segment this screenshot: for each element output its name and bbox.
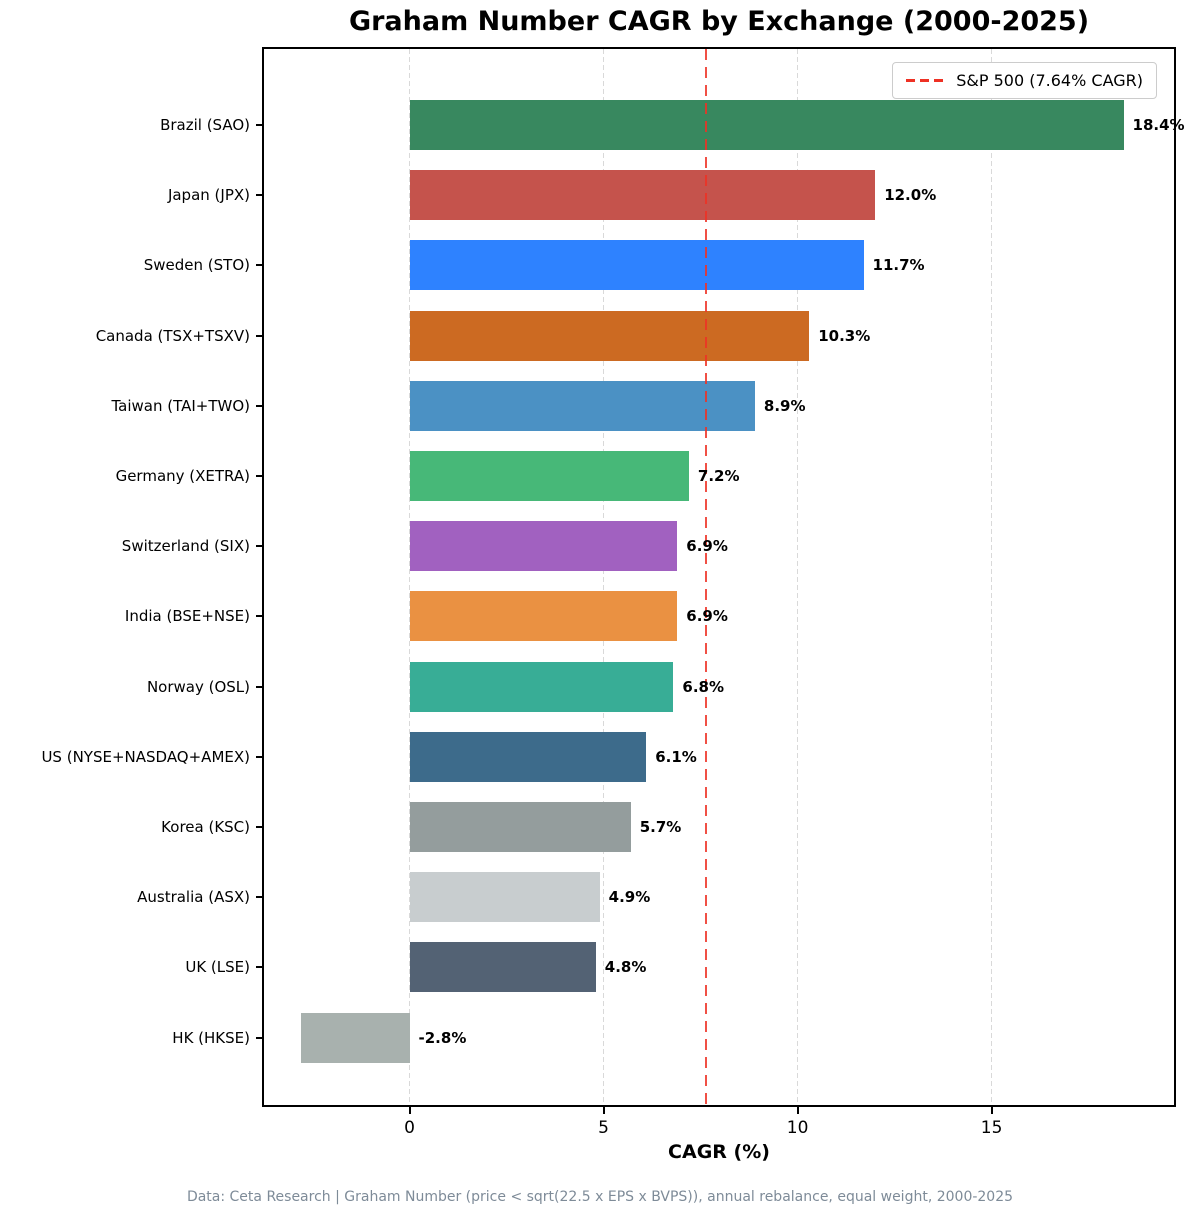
bar	[300, 1012, 410, 1063]
bar	[409, 942, 596, 993]
y-axis-label: Taiwan (TAI+TWO)	[111, 396, 250, 415]
y-axis-label: Germany (XETRA)	[115, 467, 250, 485]
gridline	[797, 49, 799, 1105]
x-tick-label: 10	[786, 1118, 809, 1138]
y-tick-mark	[256, 194, 264, 197]
y-axis-label: Brazil (SAO)	[160, 116, 250, 134]
bar-value-label: 5.7%	[639, 818, 682, 836]
bar	[409, 802, 631, 852]
chart-title: Graham Number CAGR by Exchange (2000-202…	[348, 6, 1090, 37]
y-axis-label: HK (HKSE)	[172, 1028, 250, 1047]
x-axis-title: CAGR (%)	[668, 1141, 770, 1163]
y-axis-label: Korea (KSC)	[161, 818, 250, 836]
y-tick-mark	[256, 755, 264, 758]
y-tick-mark	[256, 545, 264, 548]
gridline	[409, 49, 411, 1105]
y-axis-label: Australia (ASX)	[137, 888, 250, 907]
y-tick-mark	[256, 1036, 264, 1039]
bar-value-label: 18.4%	[1132, 116, 1185, 134]
y-tick-mark	[256, 124, 264, 126]
y-axis-label: Norway (OSL)	[146, 677, 250, 696]
bar	[409, 731, 647, 782]
y-axis-label: Sweden (STO)	[143, 256, 250, 275]
footnote: Data: Ceta Research | Graham Number (pri…	[186, 1189, 1014, 1205]
bar-value-label: 6.8%	[682, 677, 724, 696]
bar-value-label: 4.8%	[604, 958, 647, 977]
dashed-line-legend-swatch	[906, 79, 945, 82]
y-tick-mark	[256, 826, 264, 828]
bar	[409, 310, 810, 361]
y-tick-mark	[256, 615, 264, 618]
bar-value-label: 12.0%	[884, 186, 937, 205]
x-tick-mark	[990, 1107, 993, 1114]
bars-layer	[264, 49, 1174, 1105]
y-axis-label: Japan (JPX)	[167, 186, 250, 205]
x-tick-mark	[408, 1107, 411, 1114]
bar-value-label: 4.9%	[608, 888, 651, 907]
bar-value-label: 6.9%	[686, 607, 728, 626]
y-axis-label: UK (LSE)	[185, 958, 250, 977]
bar-value-label: 11.7%	[872, 256, 925, 275]
bar	[409, 872, 600, 923]
y-tick-mark	[256, 475, 264, 477]
bar	[409, 591, 678, 642]
y-tick-mark	[256, 404, 264, 407]
x-tick-label: 5	[598, 1118, 609, 1138]
y-axis-label: Switzerland (SIX)	[121, 537, 250, 556]
y-axis-label: US (NYSE+NASDAQ+AMEX)	[41, 747, 250, 766]
y-tick-mark	[256, 264, 264, 267]
bar-value-label: 7.2%	[697, 467, 740, 485]
x-tick-mark	[602, 1107, 605, 1114]
bar	[409, 521, 678, 572]
x-tick-mark	[796, 1107, 799, 1114]
y-tick-mark	[256, 685, 264, 688]
grid-layer	[264, 49, 1174, 1105]
x-tick-label: 15	[980, 1118, 1003, 1138]
y-tick-mark	[256, 334, 264, 337]
bar	[409, 661, 674, 712]
y-axis-label: India (BSE+NSE)	[124, 607, 250, 626]
sp500-reference-line	[704, 49, 708, 1105]
legend-label: S&P 500 (7.64% CAGR)	[956, 71, 1143, 90]
gridline	[603, 49, 605, 1105]
bar-value-label: -2.8%	[418, 1028, 467, 1047]
bar-value-label: 10.3%	[818, 326, 871, 345]
gridline	[991, 49, 993, 1105]
bar	[409, 240, 864, 291]
bar	[409, 170, 876, 221]
bar-value-label: 6.1%	[655, 747, 697, 766]
y-axis-label: Canada (TSX+TSXV)	[95, 326, 250, 345]
legend: S&P 500 (7.64% CAGR)	[892, 62, 1157, 99]
plot-area: S&P 500 (7.64% CAGR)	[262, 47, 1176, 1107]
bar	[409, 380, 755, 431]
y-tick-mark	[256, 896, 264, 899]
bar-value-label: 6.9%	[686, 537, 728, 556]
bar	[409, 451, 689, 501]
x-tick-label: 0	[404, 1118, 415, 1138]
bar	[409, 100, 1124, 150]
bar-value-label: 8.9%	[763, 396, 806, 415]
y-tick-mark	[256, 966, 264, 969]
